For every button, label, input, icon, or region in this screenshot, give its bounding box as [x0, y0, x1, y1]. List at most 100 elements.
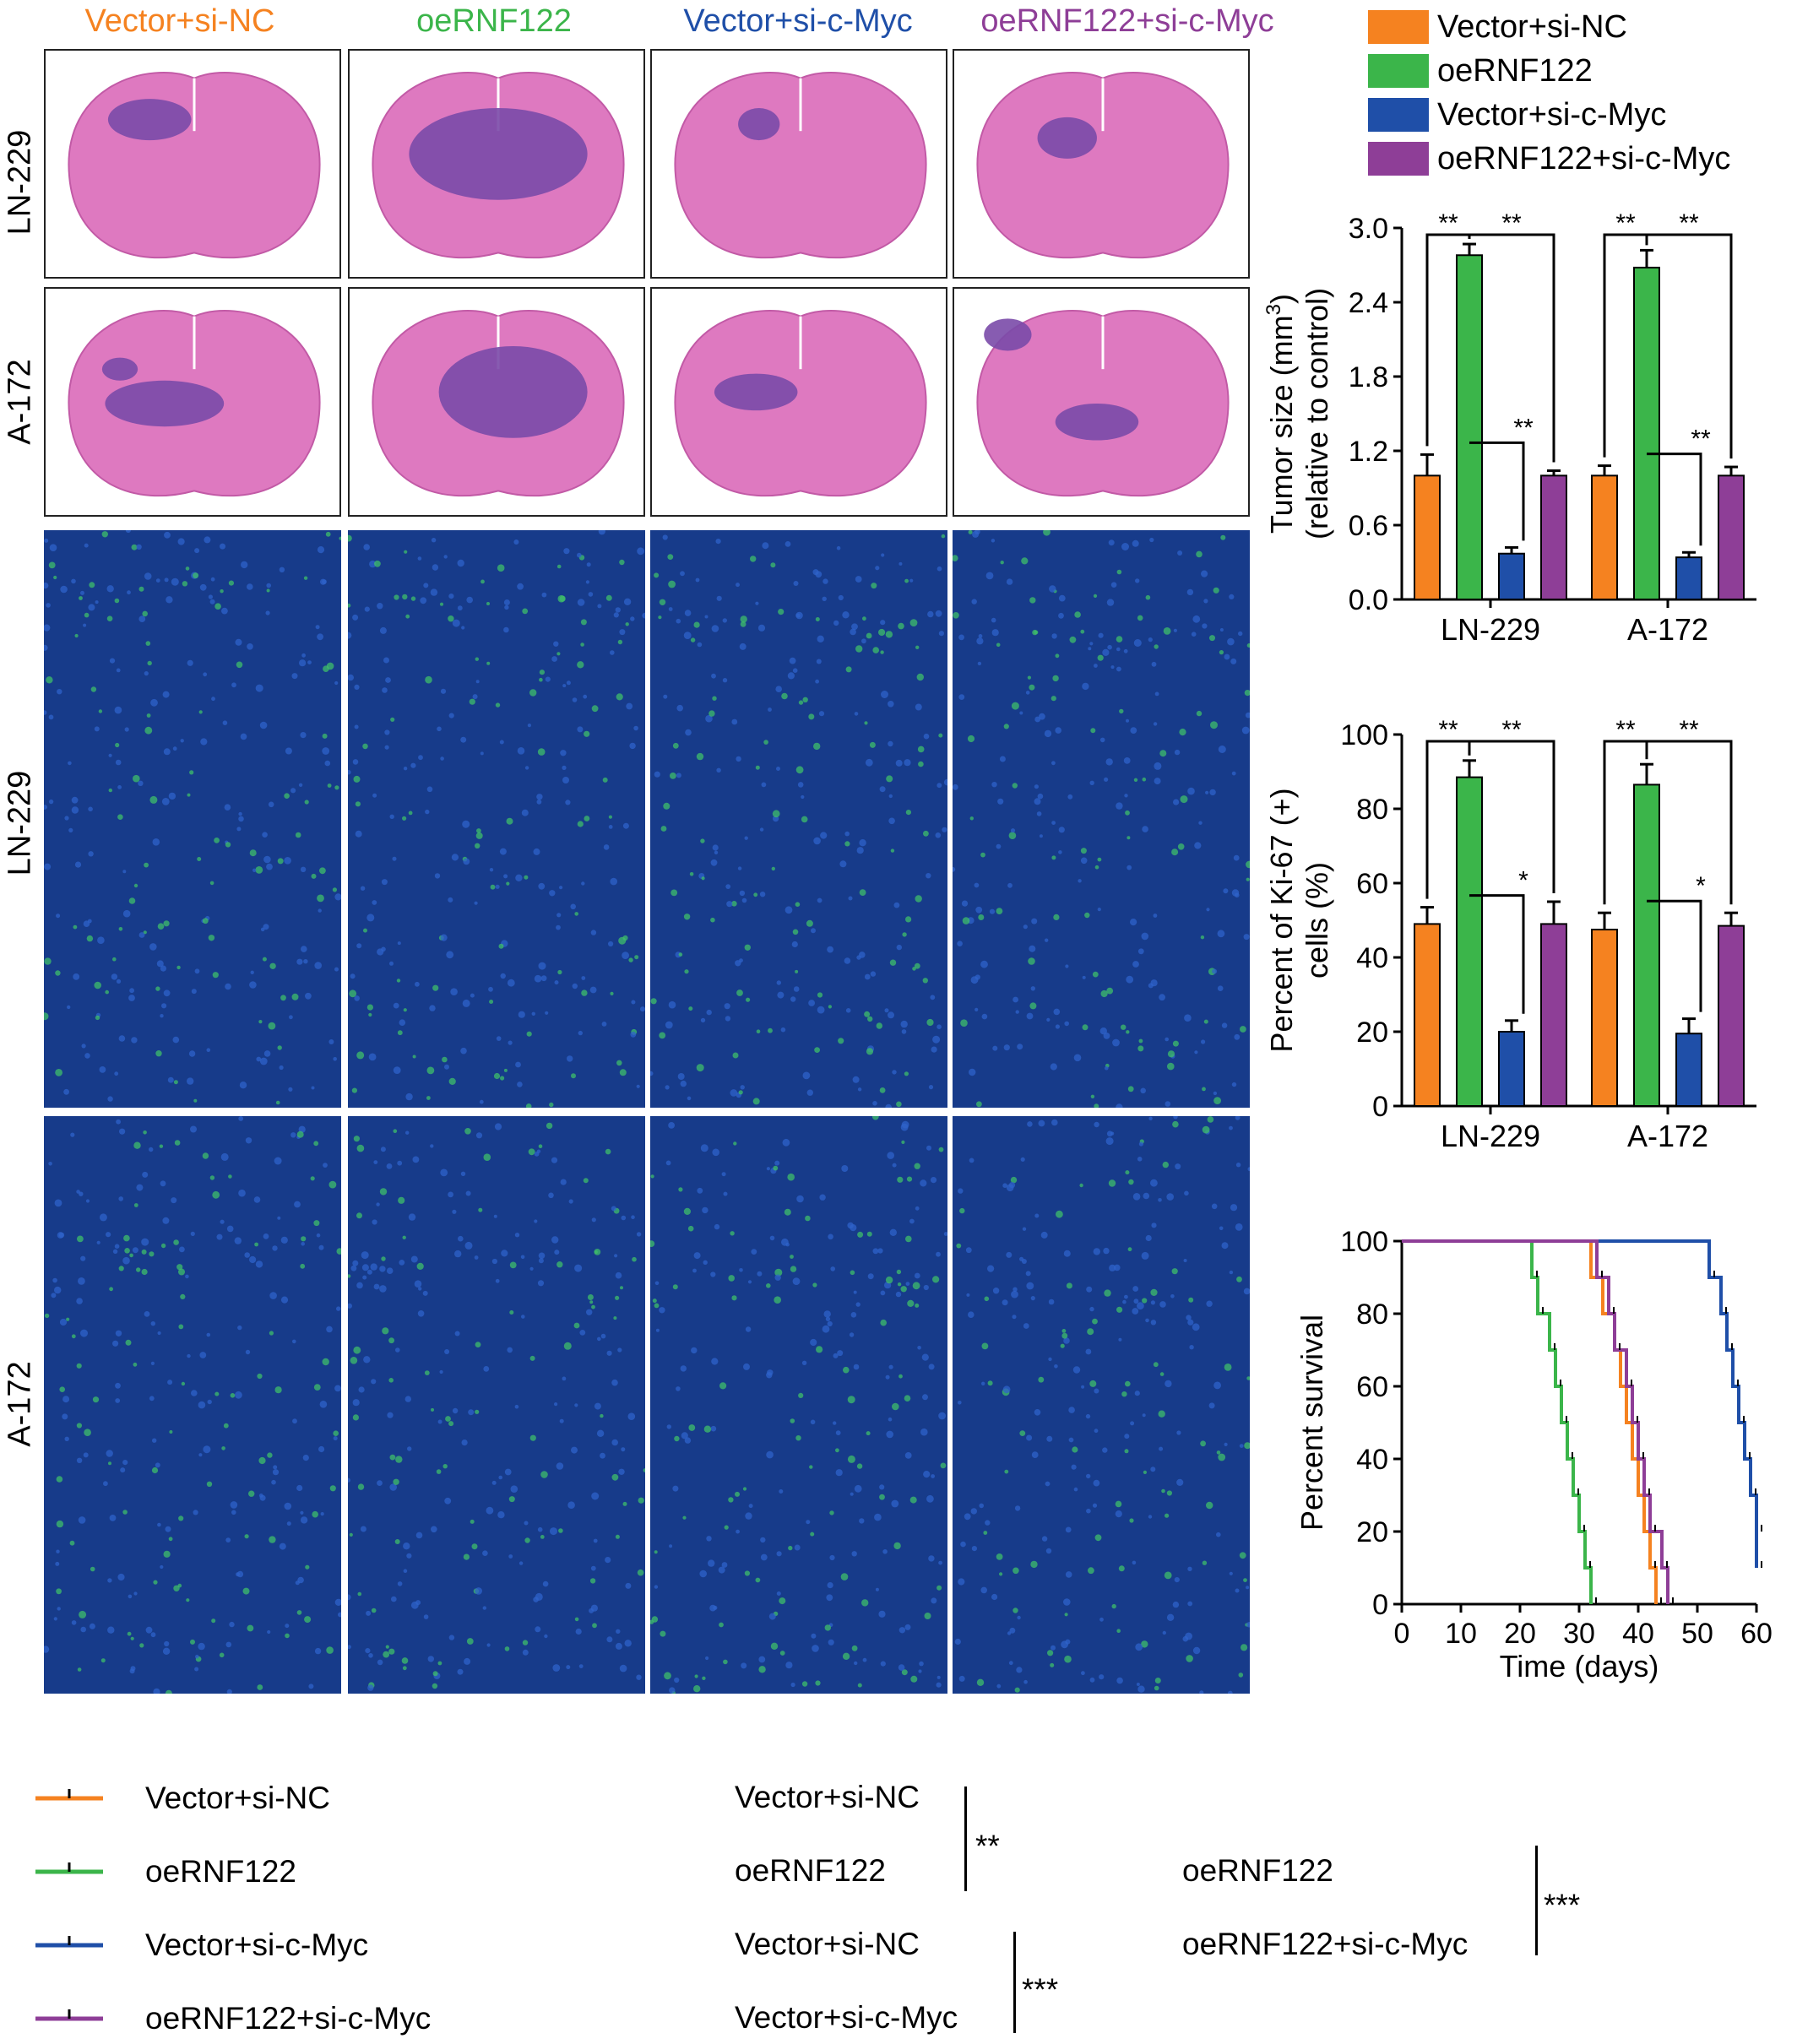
cell-nucleus	[163, 748, 171, 756]
y-tick-label: 60	[1356, 868, 1388, 900]
cell-nucleus	[977, 661, 982, 666]
cell-nucleus	[1224, 1442, 1228, 1446]
survival-legend-line-1	[35, 1789, 103, 1801]
cell-nucleus	[668, 1122, 675, 1129]
cell-nucleus	[605, 1148, 611, 1155]
cell-nucleus	[619, 559, 625, 566]
cell-nucleus	[814, 1047, 820, 1053]
cell-nucleus	[900, 1123, 909, 1131]
cell-nucleus	[1186, 1655, 1193, 1662]
significance-label: **	[1615, 716, 1636, 744]
cell-nucleus	[660, 826, 667, 832]
cell-nucleus	[486, 602, 490, 605]
cell-nucleus	[1031, 918, 1038, 924]
cell-nucleus	[369, 560, 377, 568]
cell-nucleus	[133, 1591, 138, 1596]
comparison-3-a: oeRNF122	[1182, 1853, 1333, 1888]
cell-nucleus	[381, 879, 388, 886]
cell-nucleus	[1224, 653, 1230, 660]
cell-nucleus	[44, 538, 49, 543]
cell-nucleus	[861, 638, 866, 644]
cell-nucleus	[475, 1587, 482, 1595]
cell-nucleus	[480, 579, 485, 584]
cell-nucleus	[613, 1316, 617, 1320]
cell-nucleus	[388, 1378, 394, 1383]
cell-nucleus	[314, 962, 323, 969]
cell-nucleus	[728, 1275, 735, 1282]
cell-nucleus	[890, 849, 895, 853]
cell-nucleus	[44, 863, 52, 870]
cell-nucleus	[403, 1569, 408, 1573]
cell-nucleus	[842, 1652, 850, 1660]
cell-nucleus	[1179, 729, 1186, 736]
cell-nucleus	[691, 1347, 698, 1354]
cell-nucleus	[431, 538, 437, 543]
cell-nucleus	[171, 1197, 177, 1204]
cell-nucleus	[394, 594, 399, 600]
cell-nucleus	[731, 718, 738, 725]
cell-nucleus	[589, 1578, 596, 1584]
cell-nucleus	[222, 720, 228, 725]
cell-nucleus	[557, 969, 562, 975]
cell-nucleus	[758, 1656, 766, 1663]
cell-nucleus	[1141, 1640, 1148, 1648]
cell-nucleus	[1026, 1434, 1033, 1441]
cell-nucleus	[437, 726, 442, 732]
cell-nucleus	[163, 1550, 171, 1558]
cell-nucleus	[167, 1076, 174, 1083]
cell-nucleus	[393, 1066, 401, 1074]
cell-nucleus	[887, 1152, 894, 1159]
cell-nucleus	[615, 1271, 622, 1279]
cell-nucleus	[524, 766, 529, 770]
cell-nucleus	[930, 1177, 937, 1184]
cell-nucleus	[1247, 1167, 1250, 1172]
cell-nucleus	[489, 1000, 494, 1004]
cell-nucleus	[629, 742, 636, 750]
cell-nucleus	[285, 1633, 290, 1639]
cell-nucleus	[410, 762, 416, 768]
x-tick-label: A-172	[1627, 612, 1708, 647]
cell-nucleus	[363, 1356, 371, 1364]
cell-nucleus	[918, 1669, 922, 1673]
cell-nucleus	[230, 1393, 236, 1398]
cell-nucleus	[580, 619, 587, 626]
cell-nucleus	[1085, 1413, 1091, 1419]
cell-nucleus	[444, 1497, 452, 1505]
cell-nucleus	[288, 1087, 293, 1092]
cell-nucleus	[1115, 1510, 1122, 1518]
cell-nucleus	[577, 821, 584, 827]
cell-nucleus	[859, 1518, 865, 1524]
cell-nucleus	[1165, 1380, 1172, 1388]
cell-nucleus	[1072, 1366, 1081, 1374]
cell-nucleus	[938, 631, 944, 637]
cell-nucleus	[146, 713, 151, 718]
cell-nucleus	[144, 572, 152, 580]
cell-nucleus	[659, 599, 666, 605]
cell-nucleus	[795, 969, 799, 973]
cell-nucleus	[448, 1421, 454, 1427]
cell-nucleus	[318, 1445, 325, 1453]
cell-nucleus	[211, 1618, 216, 1624]
cell-nucleus	[377, 603, 383, 610]
cell-nucleus	[388, 1337, 394, 1344]
cell-nucleus	[143, 1130, 147, 1135]
cell-nucleus	[67, 1005, 71, 1010]
cell-nucleus	[857, 1231, 864, 1238]
immunofluorescence-image	[44, 530, 341, 1108]
cell-nucleus	[475, 843, 480, 849]
cell-nucleus	[220, 1152, 229, 1161]
cell-nucleus	[160, 965, 166, 972]
cell-nucleus	[857, 1087, 862, 1092]
cell-nucleus	[549, 890, 556, 897]
cell-nucleus	[1050, 1063, 1057, 1071]
cell-nucleus	[1149, 537, 1154, 543]
cell-nucleus	[44, 1012, 49, 1021]
comparison-1-sig: **	[975, 1829, 1000, 1863]
cell-texture	[953, 530, 1250, 1108]
cell-nucleus	[326, 1646, 334, 1654]
cell-nucleus	[1051, 633, 1057, 639]
cell-nucleus	[888, 1011, 894, 1019]
cell-nucleus	[275, 1100, 280, 1105]
ki67-chart: Percent of Ki-67 (+)cells (%)02040608010…	[1264, 716, 1756, 1153]
cell-nucleus	[1246, 1586, 1250, 1590]
